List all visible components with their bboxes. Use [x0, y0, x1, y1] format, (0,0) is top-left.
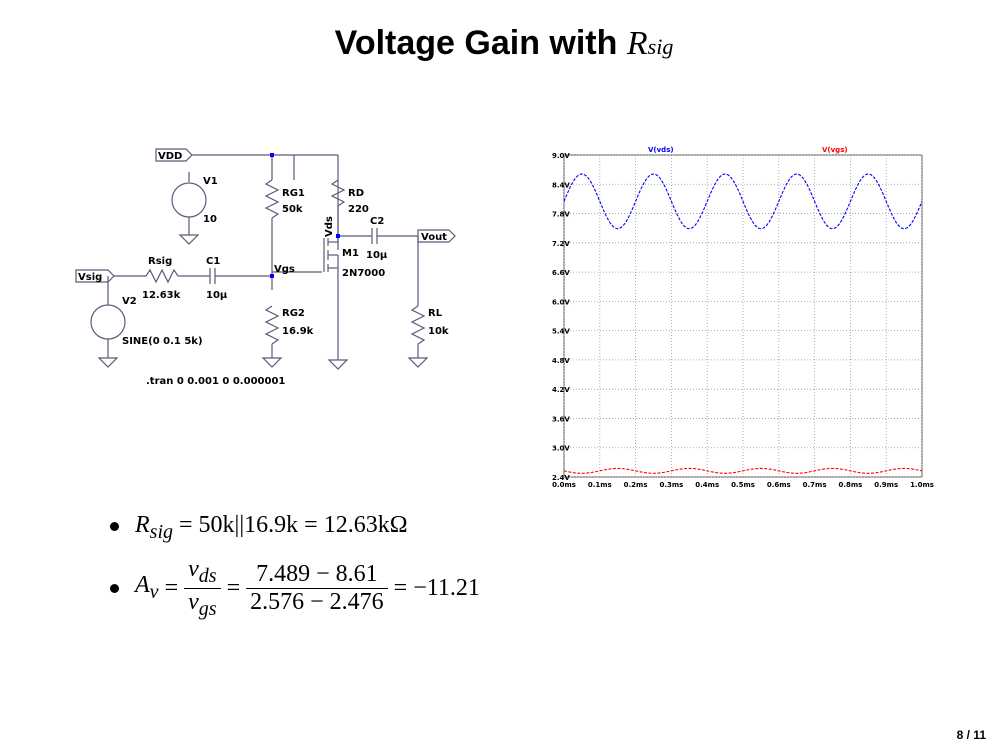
y-tick-label: 2.4V — [552, 474, 570, 482]
v1-label: V1 — [203, 176, 218, 187]
vds-label: Vds — [324, 216, 335, 237]
bullet-dot — [110, 583, 119, 593]
vsig-label: Vsig — [78, 272, 102, 283]
rd-value: 220 — [348, 204, 369, 215]
x-tick-label: 0.2ms — [624, 481, 648, 489]
x-tick-label: 0.0ms — [552, 481, 576, 489]
vdd-label: VDD — [158, 151, 182, 162]
x-tick-label: 0.8ms — [838, 481, 862, 489]
m1-part: 2N7000 — [342, 268, 385, 279]
c1-value: 10µ — [206, 290, 228, 301]
bullet-rsig: Rsig = 50k||16.9k = 12.63kΩ — [110, 512, 408, 544]
legend-entry-0: V(vds) — [648, 146, 674, 154]
rl-value: 10k — [428, 326, 449, 337]
x-tick-label: 0.9ms — [874, 481, 898, 489]
v2-label: V2 — [122, 296, 137, 307]
vgs-label: Vgs — [274, 264, 295, 275]
x-tick-label: 0.5ms — [731, 481, 755, 489]
c2-label: C2 — [370, 216, 384, 227]
bullet-dot — [110, 521, 119, 531]
vout-label: Vout — [421, 232, 447, 243]
c1-label: C1 — [206, 256, 220, 267]
rd-label: RD — [348, 188, 364, 199]
y-tick-label: 4.2V — [552, 386, 570, 394]
page-number: 8 / 11 — [956, 728, 986, 742]
x-tick-label: 0.1ms — [588, 481, 612, 489]
rg2-label: RG2 — [282, 308, 305, 319]
rg1-value: 50k — [282, 204, 303, 215]
gain-fraction-numeric: 7.489 − 8.61 2.576 − 2.476 — [246, 561, 388, 616]
slide-title: Voltage Gain with Rsig — [0, 24, 1008, 63]
rsig-label: Rsig — [148, 256, 172, 267]
m1-label: M1 — [342, 248, 359, 259]
title-math: Rsig — [626, 25, 674, 62]
y-tick-label: 6.0V — [552, 298, 570, 306]
y-tick-label: 7.8V — [552, 211, 570, 219]
y-tick-label: 4.8V — [552, 357, 570, 365]
rg2-value: 16.9k — [282, 326, 314, 337]
y-tick-label: 7.2V — [552, 240, 570, 248]
c2-value: 10µ — [366, 250, 388, 261]
title-text: Voltage Gain with — [334, 24, 618, 62]
v1-value: 10 — [203, 214, 217, 225]
rsig-value: 12.63k — [142, 290, 181, 301]
v2-value: SINE(0 0.1 5k) — [122, 336, 203, 347]
x-tick-label: 1.0ms — [910, 481, 934, 489]
bullet-gain: Av = vds vgs = 7.489 − 8.61 2.576 − 2.47… — [110, 556, 480, 621]
y-tick-label: 3.6V — [552, 415, 570, 423]
circuit-schematic: VDD V1 10 RG1 50k RD 220 Vds C2 10µ Vout… — [75, 148, 456, 387]
series-line-0 — [563, 173, 923, 230]
tran-directive: .tran 0 0.001 0 0.000001 — [146, 376, 285, 387]
x-tick-label: 0.4ms — [695, 481, 719, 489]
x-tick-label: 0.7ms — [803, 481, 827, 489]
x-tick-label: 0.6ms — [767, 481, 791, 489]
gain-fraction-symbolic: vds vgs — [184, 556, 221, 621]
y-tick-label: 5.4V — [552, 328, 570, 336]
y-tick-label: 3.0V — [552, 445, 570, 453]
legend-entry-1: V(vgs) — [822, 146, 848, 154]
waveform-plot: 9.0V 8.4V 7.8V 7.2V 6.6V 6.0V 5.4V 4.8V 4.2V 3.6V… — [536, 143, 936, 499]
rg1-label: RG1 — [282, 188, 305, 199]
x-tick-label: 0.3ms — [659, 481, 683, 489]
y-tick-label: 9.0V — [552, 152, 570, 160]
y-tick-label: 6.6V — [552, 269, 570, 277]
series-line-1 — [563, 467, 923, 474]
y-tick-label: 8.4V — [552, 181, 570, 189]
rl-label: RL — [428, 308, 443, 319]
